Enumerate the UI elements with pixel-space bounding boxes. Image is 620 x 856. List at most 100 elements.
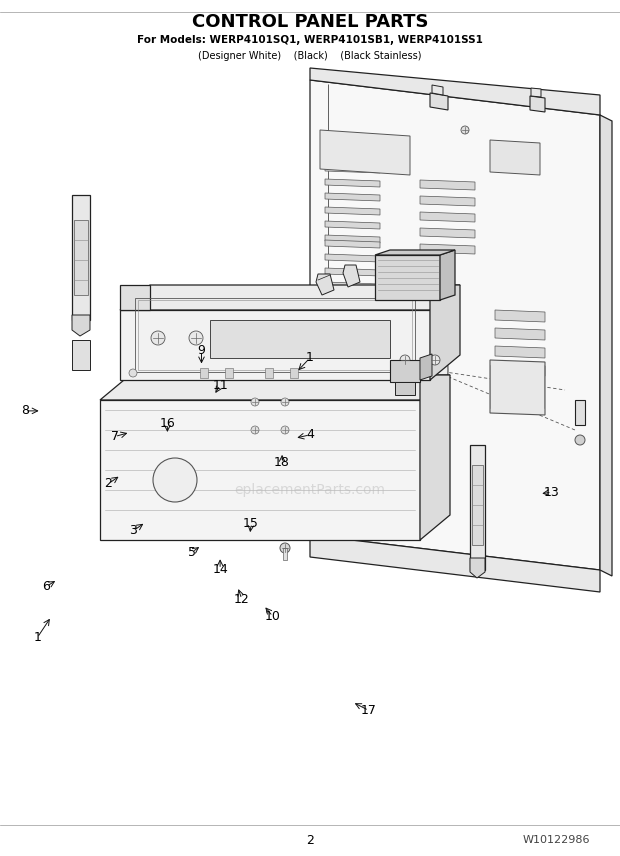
- Polygon shape: [600, 115, 612, 576]
- Polygon shape: [432, 85, 443, 95]
- Text: For Models: WERP4101SQ1, WERP4101SB1, WERP4101SS1: For Models: WERP4101SQ1, WERP4101SB1, WE…: [137, 35, 483, 45]
- Polygon shape: [420, 244, 475, 254]
- Polygon shape: [316, 274, 334, 295]
- Text: (Designer White)    (Black)    (Black Stainless): (Designer White) (Black) (Black Stainles…: [198, 51, 422, 61]
- Circle shape: [430, 355, 440, 365]
- Polygon shape: [200, 368, 208, 378]
- Polygon shape: [495, 364, 545, 376]
- Polygon shape: [470, 445, 485, 570]
- Text: W10122986: W10122986: [523, 835, 590, 845]
- Text: 14: 14: [212, 562, 228, 576]
- Polygon shape: [575, 400, 585, 425]
- Polygon shape: [325, 268, 380, 276]
- Text: 18: 18: [274, 455, 290, 469]
- Circle shape: [281, 398, 289, 406]
- Polygon shape: [325, 193, 380, 201]
- Polygon shape: [495, 346, 545, 358]
- Text: 2: 2: [306, 834, 314, 847]
- Polygon shape: [420, 196, 475, 206]
- Polygon shape: [325, 179, 380, 187]
- Polygon shape: [325, 240, 380, 248]
- Text: 16: 16: [159, 417, 175, 431]
- Polygon shape: [225, 368, 233, 378]
- Polygon shape: [120, 310, 430, 380]
- Text: 17: 17: [361, 704, 377, 717]
- Polygon shape: [320, 130, 410, 175]
- Polygon shape: [420, 354, 432, 380]
- Polygon shape: [375, 250, 455, 255]
- Polygon shape: [440, 250, 455, 300]
- Polygon shape: [310, 68, 600, 115]
- Polygon shape: [120, 285, 460, 310]
- Text: 7: 7: [111, 430, 118, 443]
- Circle shape: [575, 435, 585, 445]
- Polygon shape: [390, 360, 420, 382]
- Polygon shape: [490, 140, 540, 175]
- Polygon shape: [430, 93, 448, 110]
- Text: 11: 11: [212, 378, 228, 392]
- Polygon shape: [531, 88, 541, 97]
- Circle shape: [189, 331, 203, 345]
- Text: 15: 15: [243, 517, 259, 531]
- Polygon shape: [283, 548, 287, 560]
- Text: 1: 1: [33, 631, 41, 645]
- Polygon shape: [325, 235, 380, 243]
- Text: 3: 3: [130, 524, 137, 538]
- Polygon shape: [343, 265, 360, 287]
- Text: 1: 1: [306, 351, 314, 365]
- Polygon shape: [72, 195, 90, 320]
- Text: 10: 10: [265, 609, 281, 623]
- Text: CONTROL PANEL PARTS: CONTROL PANEL PARTS: [192, 13, 428, 31]
- Text: 4: 4: [306, 428, 314, 442]
- Polygon shape: [490, 360, 545, 415]
- Polygon shape: [210, 320, 390, 358]
- Circle shape: [129, 369, 137, 377]
- Polygon shape: [495, 310, 545, 322]
- Text: 13: 13: [544, 485, 560, 499]
- Polygon shape: [74, 220, 88, 295]
- Polygon shape: [72, 315, 90, 336]
- Ellipse shape: [153, 458, 197, 502]
- Polygon shape: [325, 254, 380, 262]
- Polygon shape: [310, 535, 600, 592]
- Polygon shape: [420, 212, 475, 222]
- Text: 12: 12: [234, 592, 250, 606]
- Text: 6: 6: [43, 580, 50, 593]
- Polygon shape: [530, 96, 545, 112]
- Polygon shape: [470, 558, 485, 578]
- Circle shape: [251, 426, 259, 434]
- Polygon shape: [265, 368, 273, 378]
- Polygon shape: [420, 375, 450, 540]
- Polygon shape: [420, 180, 475, 190]
- Text: 9: 9: [198, 344, 205, 358]
- Polygon shape: [290, 368, 298, 378]
- Polygon shape: [72, 340, 90, 370]
- Polygon shape: [430, 285, 460, 380]
- Polygon shape: [375, 255, 440, 300]
- Polygon shape: [100, 400, 420, 540]
- Polygon shape: [325, 165, 380, 173]
- Text: 8: 8: [21, 404, 29, 418]
- Circle shape: [281, 426, 289, 434]
- Polygon shape: [120, 285, 150, 310]
- Text: eplacementParts.com: eplacementParts.com: [234, 483, 386, 497]
- Polygon shape: [310, 80, 600, 570]
- Text: 2: 2: [105, 477, 112, 490]
- Polygon shape: [495, 328, 545, 340]
- Text: 5: 5: [188, 545, 196, 559]
- Polygon shape: [100, 375, 450, 400]
- Polygon shape: [472, 465, 483, 545]
- Polygon shape: [325, 207, 380, 215]
- Polygon shape: [420, 228, 475, 238]
- Polygon shape: [325, 282, 380, 290]
- Polygon shape: [395, 382, 415, 395]
- Circle shape: [151, 331, 165, 345]
- Polygon shape: [325, 296, 380, 304]
- Circle shape: [400, 355, 410, 365]
- Circle shape: [280, 543, 290, 553]
- Circle shape: [461, 126, 469, 134]
- Ellipse shape: [392, 332, 448, 408]
- Polygon shape: [325, 310, 380, 318]
- Polygon shape: [325, 221, 380, 229]
- Circle shape: [251, 398, 259, 406]
